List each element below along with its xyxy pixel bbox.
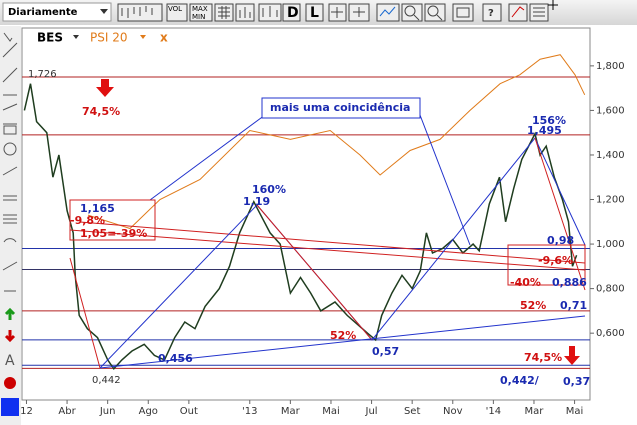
toolbar-icons[interactable]: ?	[117, 0, 558, 22]
annotation: 0,71	[560, 299, 587, 312]
annotation: 1,726	[28, 69, 57, 80]
annotation: 0,442/	[500, 374, 540, 387]
annotation: mais uma coincidência	[270, 101, 410, 114]
annotation: 0,456	[158, 352, 193, 365]
x-tick-label: Abr	[58, 406, 76, 417]
x-tick-label: Mai	[566, 406, 584, 417]
plot-frame	[21, 27, 591, 401]
y-tick-label: 1,800	[596, 61, 625, 72]
legend-entry[interactable]: PSI 20	[90, 31, 127, 45]
annotation: 1,495	[527, 124, 562, 137]
annotation: 160%	[252, 183, 286, 196]
svg-text:?: ?	[488, 8, 494, 19]
annotation: 156%	[532, 114, 566, 127]
y-tick-label: 0,800	[596, 284, 625, 295]
annotation: 74,5%	[82, 105, 120, 118]
trend-lines	[69, 97, 586, 369]
x-tick-label: Mai	[322, 406, 340, 417]
max-button[interactable]: MAX	[192, 5, 208, 13]
legend-menu[interactable]	[73, 35, 79, 39]
y-tick-label: 0,600	[596, 328, 625, 339]
price-line	[87, 54, 586, 230]
x-tick-label: 12	[20, 406, 33, 417]
d-button[interactable]: D	[287, 5, 299, 21]
x-tick-label: Mar	[281, 406, 301, 417]
x-tick-label: '14	[486, 406, 501, 417]
y-tick-label: 1,400	[596, 150, 625, 161]
annotation: 0,442	[92, 375, 121, 386]
annotation: 1,05=-39%	[80, 227, 147, 240]
min-button[interactable]: MIN	[192, 13, 205, 21]
annotation: -9,8%	[70, 214, 105, 227]
annotation: -9,6%	[538, 254, 573, 267]
x-tick-label: Jul	[365, 406, 378, 417]
y-tick-label: 1,000	[596, 239, 625, 250]
annotation: 52%	[330, 329, 356, 342]
x-tick-label: Mar	[525, 406, 545, 417]
annotation: 52%	[520, 299, 546, 312]
x-tick-label: '13	[242, 406, 257, 417]
x-tick-label: Nov	[443, 406, 463, 417]
y-tick-label: 1,600	[596, 105, 625, 116]
side-toolbar[interactable]: A	[0, 26, 21, 425]
arrow-down	[96, 79, 114, 97]
period-label: Diariamente	[8, 7, 78, 18]
svg-text:A: A	[5, 353, 15, 369]
x-tick-label: Set	[404, 406, 421, 417]
y-tick-label: 1,200	[596, 195, 625, 206]
period-select[interactable]: Diariamente	[2, 2, 112, 22]
x-tick-label: Ago	[139, 406, 158, 417]
legend-menu[interactable]	[140, 35, 146, 39]
annotation: 74,5%	[524, 351, 562, 364]
vol-button[interactable]: VOL	[168, 5, 182, 13]
price-line	[23, 83, 578, 371]
annotation: 1,19	[243, 195, 270, 208]
arrow-down	[564, 346, 580, 365]
annotation: 0,886	[552, 276, 587, 289]
legend-entry[interactable]: BES	[37, 31, 63, 45]
annotation: 1,165	[80, 202, 115, 215]
x-tick-label: Out	[180, 406, 198, 417]
l-button[interactable]: L	[310, 5, 319, 21]
annotation: 0,98	[547, 234, 574, 247]
legend-remove[interactable]: x	[160, 31, 168, 45]
annotation: -40%	[510, 276, 541, 289]
x-tick-label: Jun	[99, 406, 116, 417]
annotation: 0,57	[372, 345, 399, 358]
annotation: 0,37	[563, 375, 590, 388]
